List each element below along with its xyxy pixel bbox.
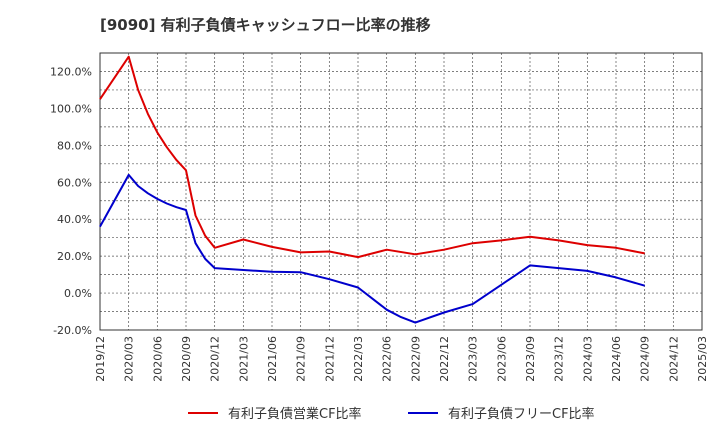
legend-label-2: 有利子負債フリーCF比率	[448, 406, 595, 422]
x-tick-label: 2021/06	[266, 336, 279, 382]
x-tick-label: 2022/03	[352, 336, 365, 382]
x-tick-label: 2023/06	[495, 336, 508, 382]
x-tick-label: 2020/03	[123, 336, 136, 382]
y-tick-label: 120.0%	[50, 65, 92, 78]
plot-area	[100, 53, 702, 330]
x-tick-label: 2021/03	[237, 336, 250, 382]
x-tick-label: 2021/09	[295, 336, 308, 382]
x-tick-label: 2025/03	[696, 336, 709, 382]
y-tick-label: -20.0%	[53, 324, 92, 337]
x-tick-label: 2023/03	[467, 336, 480, 382]
x-tick-label: 2020/06	[151, 336, 164, 382]
series-line-2	[99, 173, 645, 324]
x-tick-label: 2024/06	[610, 336, 623, 382]
x-tick-label: 2024/12	[667, 336, 680, 382]
series-line-1	[99, 55, 645, 259]
x-tick-label: 2019/12	[94, 336, 107, 382]
y-tick-label: 20.0%	[57, 250, 92, 263]
x-tick-label: 2022/09	[409, 336, 422, 382]
x-tick-label: 2024/09	[639, 336, 652, 382]
y-tick-label: 100.0%	[50, 102, 92, 115]
x-tick-label: 2023/12	[553, 336, 566, 382]
y-tick-label: 0.0%	[64, 287, 92, 300]
x-tick-label: 2023/09	[524, 336, 537, 382]
x-tick-label: 2022/06	[381, 336, 394, 382]
y-tick-label: 40.0%	[57, 213, 92, 226]
x-tick-label: 2020/09	[180, 336, 193, 382]
plot-frame	[99, 52, 703, 331]
x-tick-label: 2024/03	[581, 336, 594, 382]
y-tick-label: 60.0%	[57, 176, 92, 189]
x-tick-label: 2022/12	[438, 336, 451, 382]
chart-title: [9090] 有利子負債キャッシュフロー比率の推移	[100, 16, 431, 34]
y-tick-label: 80.0%	[57, 139, 92, 152]
x-tick-label: 2020/12	[209, 336, 222, 382]
x-tick-label: 2021/12	[323, 336, 336, 382]
legend-label-1: 有利子負債営業CF比率	[228, 406, 362, 422]
